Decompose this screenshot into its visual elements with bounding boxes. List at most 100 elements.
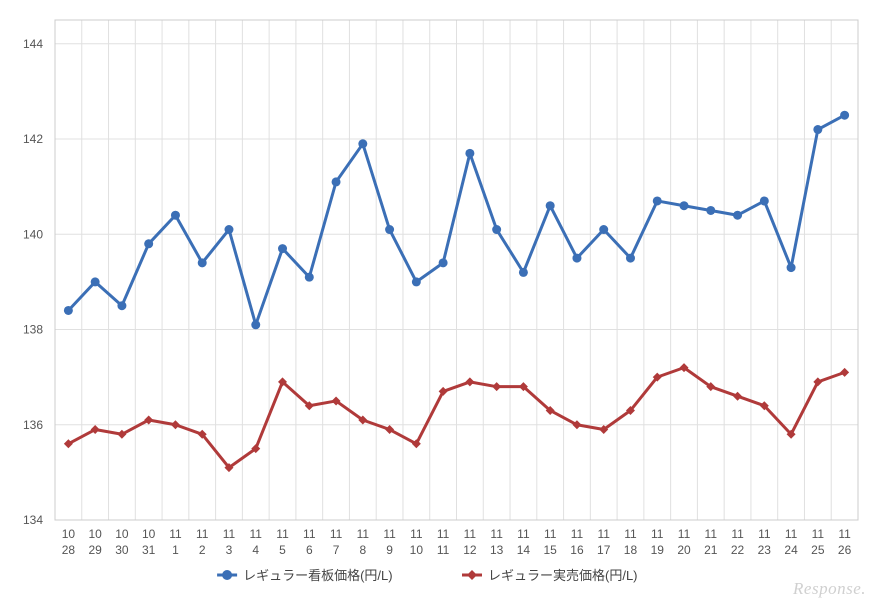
- series-marker: [171, 211, 180, 220]
- x-tick-label-month: 11: [517, 527, 530, 541]
- x-tick-label-day: 30: [115, 543, 129, 557]
- series-marker: [198, 258, 207, 267]
- series-marker: [439, 258, 448, 267]
- y-tick-label: 136: [23, 418, 43, 432]
- x-tick-label-day: 23: [758, 543, 772, 557]
- series-marker: [706, 206, 715, 215]
- x-tick-label-month: 11: [838, 527, 851, 541]
- series-marker: [412, 277, 421, 286]
- price-chart: 1341361381401421441028102910301031111112…: [0, 0, 878, 605]
- y-tick-label: 140: [23, 227, 43, 241]
- series-marker: [572, 254, 581, 263]
- x-tick-label-month: 11: [169, 527, 182, 541]
- series-marker: [760, 196, 769, 205]
- series-marker: [224, 225, 233, 234]
- series-marker: [465, 149, 474, 158]
- series-marker: [278, 244, 287, 253]
- series-marker: [787, 263, 796, 272]
- series-marker: [599, 225, 608, 234]
- x-tick-label-month: 11: [437, 527, 450, 541]
- x-tick-label-day: 7: [333, 543, 340, 557]
- x-tick-label-month: 10: [115, 527, 129, 541]
- x-tick-label-day: 26: [838, 543, 852, 557]
- x-tick-label-month: 11: [624, 527, 637, 541]
- chart-container: 1341361381401421441028102910301031111112…: [0, 0, 878, 605]
- x-tick-label-month: 11: [410, 527, 423, 541]
- x-tick-label-month: 11: [196, 527, 209, 541]
- x-tick-label-month: 11: [383, 527, 396, 541]
- x-tick-label-month: 11: [758, 527, 771, 541]
- x-tick-label-day: 9: [386, 543, 393, 557]
- x-tick-label-day: 25: [811, 543, 825, 557]
- x-tick-label-day: 5: [279, 543, 286, 557]
- x-tick-label-month: 11: [571, 527, 584, 541]
- x-tick-label-day: 12: [463, 543, 477, 557]
- x-tick-label-day: 13: [490, 543, 504, 557]
- x-tick-label-day: 10: [410, 543, 424, 557]
- y-tick-label: 144: [23, 37, 43, 51]
- x-tick-label-month: 11: [597, 527, 610, 541]
- series-marker: [626, 254, 635, 263]
- series-marker: [653, 196, 662, 205]
- x-tick-label-month: 11: [250, 527, 263, 541]
- x-tick-label-month: 11: [357, 527, 370, 541]
- x-tick-label-day: 21: [704, 543, 718, 557]
- x-tick-label-day: 28: [62, 543, 76, 557]
- x-tick-label-day: 1: [172, 543, 179, 557]
- x-tick-label-day: 29: [88, 543, 102, 557]
- y-tick-label: 138: [23, 323, 43, 337]
- x-tick-label-day: 22: [731, 543, 745, 557]
- x-tick-label-day: 3: [226, 543, 233, 557]
- series-marker: [358, 139, 367, 148]
- series-marker: [733, 211, 742, 220]
- x-tick-label-day: 2: [199, 543, 206, 557]
- series-marker: [492, 225, 501, 234]
- series-marker: [117, 301, 126, 310]
- series-marker: [519, 268, 528, 277]
- series-marker: [840, 111, 849, 120]
- legend-label: レギュラー看板価格(円/L): [243, 568, 393, 583]
- x-tick-label-month: 10: [142, 527, 156, 541]
- x-tick-label-month: 11: [785, 527, 798, 541]
- x-tick-label-day: 20: [677, 543, 691, 557]
- x-tick-label-month: 11: [490, 527, 503, 541]
- series-marker: [680, 201, 689, 210]
- series-marker: [251, 320, 260, 329]
- series-marker: [305, 273, 314, 282]
- x-tick-label-month: 10: [62, 527, 76, 541]
- x-tick-label-month: 11: [276, 527, 289, 541]
- x-tick-label-month: 11: [544, 527, 557, 541]
- x-tick-label-day: 4: [252, 543, 259, 557]
- x-tick-label-month: 11: [678, 527, 691, 541]
- x-tick-label-month: 11: [330, 527, 343, 541]
- x-tick-label-day: 31: [142, 543, 156, 557]
- x-tick-label-day: 24: [784, 543, 798, 557]
- series-marker: [546, 201, 555, 210]
- x-tick-label-month: 11: [464, 527, 477, 541]
- x-tick-label-day: 15: [544, 543, 558, 557]
- x-tick-label-month: 11: [651, 527, 664, 541]
- x-tick-label-month: 11: [812, 527, 825, 541]
- x-tick-label-day: 16: [570, 543, 584, 557]
- series-marker: [64, 306, 73, 315]
- series-marker: [813, 125, 822, 134]
- legend-label: レギュラー実売価格(円/L): [488, 568, 638, 583]
- series-marker: [91, 277, 100, 286]
- series-marker: [385, 225, 394, 234]
- x-tick-label-day: 18: [624, 543, 638, 557]
- x-tick-label-day: 17: [597, 543, 611, 557]
- x-tick-label-month: 11: [303, 527, 316, 541]
- series-marker: [144, 239, 153, 248]
- x-tick-label-month: 11: [705, 527, 718, 541]
- y-tick-label: 134: [23, 513, 43, 527]
- x-tick-label-day: 19: [651, 543, 665, 557]
- x-tick-label-month: 10: [88, 527, 102, 541]
- x-tick-label-day: 6: [306, 543, 313, 557]
- x-tick-label-month: 11: [223, 527, 236, 541]
- series-marker: [332, 177, 341, 186]
- y-tick-label: 142: [23, 132, 43, 146]
- x-tick-label-day: 11: [437, 543, 450, 557]
- x-tick-label-day: 14: [517, 543, 531, 557]
- x-tick-label-day: 8: [359, 543, 366, 557]
- legend-marker: [222, 570, 232, 580]
